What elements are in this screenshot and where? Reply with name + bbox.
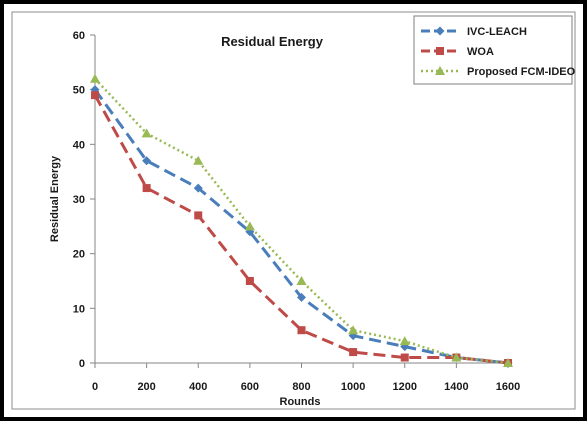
y-axis-title: Residual Energy	[49, 155, 61, 242]
legend-marker	[435, 66, 445, 75]
x-tick-label: 200	[137, 381, 155, 393]
legend-item: Proposed FCM-IDEO	[421, 66, 576, 78]
x-tick-label: 1600	[496, 381, 520, 393]
legend-marker	[435, 26, 445, 36]
data-point	[90, 73, 100, 83]
x-tick-label: 1200	[393, 381, 417, 393]
y-tick-label: 60	[73, 30, 85, 42]
data-point	[297, 326, 306, 335]
x-tick-label: 1000	[341, 381, 365, 393]
data-point	[91, 91, 99, 100]
legend-label: WOA	[467, 46, 494, 58]
series-proposed-fcm-ideo	[90, 73, 513, 367]
y-tick-label: 40	[73, 139, 85, 151]
data-point	[142, 184, 151, 193]
legend-item: IVC-LEACH	[421, 26, 527, 38]
series-layer	[90, 73, 513, 368]
x-tick-label: 0	[92, 381, 98, 393]
legend-label: IVC-LEACH	[467, 26, 527, 38]
legend-label: Proposed FCM-IDEO	[467, 66, 576, 78]
chart-area-border	[11, 11, 576, 410]
data-point	[399, 336, 410, 346]
data-point	[193, 183, 203, 193]
y-tick-label: 10	[73, 303, 85, 315]
data-point	[348, 325, 359, 335]
data-point	[141, 128, 152, 138]
x-tick-label: 800	[292, 381, 310, 393]
data-point	[400, 353, 409, 362]
data-point	[142, 156, 152, 166]
y-tick-label: 0	[79, 358, 85, 370]
data-point	[296, 276, 307, 285]
x-tick-label: 1400	[444, 381, 468, 393]
data-point	[349, 348, 358, 357]
x-axis-title: Rounds	[280, 396, 321, 408]
chart-title: Residual Energy	[221, 34, 324, 49]
data-point	[244, 221, 255, 231]
series-line	[93, 94, 509, 365]
x-tick-label: 600	[241, 381, 259, 393]
data-point	[245, 277, 254, 285]
legend-item: WOA	[421, 46, 494, 58]
data-point	[194, 211, 203, 220]
legend: IVC-LEACH WOA Proposed FCM-IDEO	[413, 15, 576, 85]
legend-marker	[436, 47, 444, 55]
data-point	[297, 292, 306, 302]
y-tick-label: 50	[73, 85, 85, 97]
data-point	[193, 155, 204, 165]
data-point	[451, 352, 462, 362]
y-tick-label: 30	[73, 194, 85, 206]
x-tick-label: 400	[189, 381, 207, 393]
data-point	[503, 358, 513, 367]
legend-items: IVC-LEACH WOA Proposed FCM-IDEO	[421, 26, 576, 78]
y-tick-label: 20	[73, 249, 85, 261]
